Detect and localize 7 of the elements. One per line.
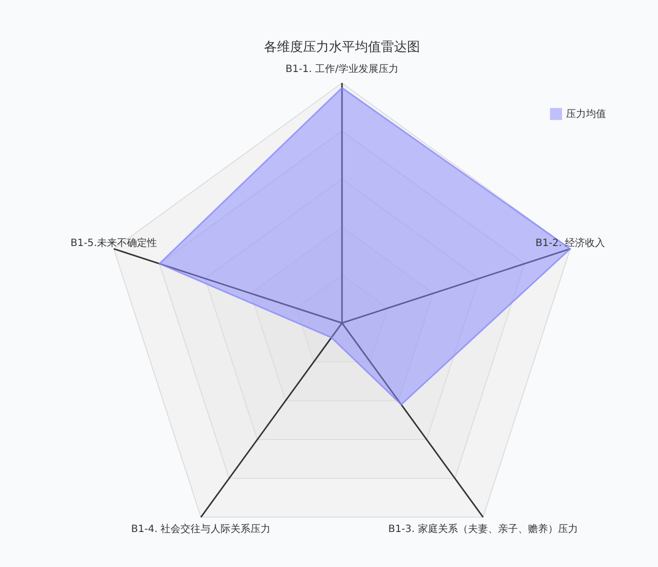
chart-title: 各维度压力水平均值雷达图: [264, 39, 420, 55]
spoke-label: B1-1. 工作/学业发展压力: [286, 63, 398, 75]
spoke-label: B1-4. 社会交往与人际关系压力: [131, 523, 271, 536]
spoke-label: B1-2. 经济收入: [535, 236, 606, 249]
legend-label: 压力均值: [566, 108, 606, 120]
spoke-label: B1-3. 家庭关系（夫妻、亲子、赡养）压力: [388, 523, 578, 536]
spoke-label: B1-5.未来不确定性: [70, 236, 157, 249]
